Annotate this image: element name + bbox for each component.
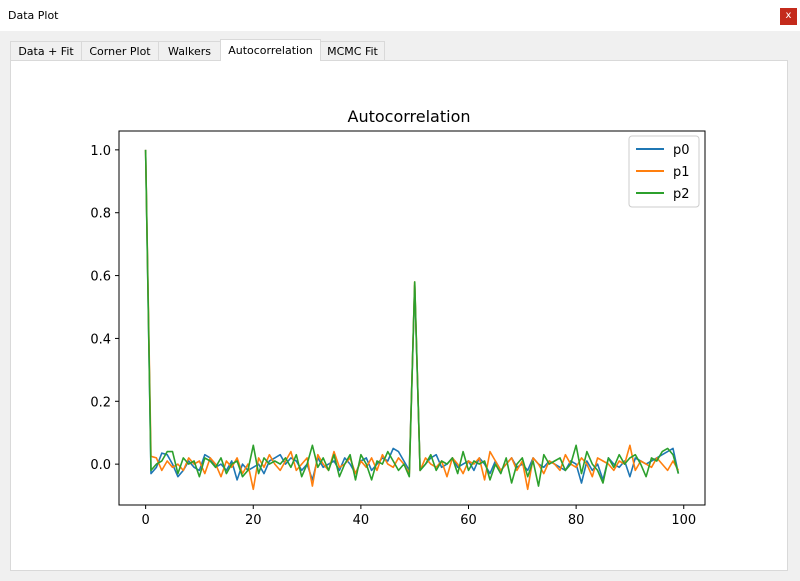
legend-label-p1: p1 — [673, 165, 690, 180]
legend-label-p0: p0 — [673, 143, 690, 158]
close-button[interactable]: x — [780, 8, 797, 25]
x-tick-label: 40 — [353, 513, 370, 528]
chart-title: Autocorrelation — [348, 107, 471, 126]
y-tick-label: 0.6 — [90, 270, 111, 285]
window-titlebar: Data Plot x — [0, 0, 800, 32]
x-axis: 0 20 40 60 80 100 — [141, 505, 696, 528]
y-tick-label: 1.0 — [90, 144, 111, 159]
legend: p0 p1 p2 — [628, 135, 700, 208]
x-tick-label: 100 — [671, 513, 696, 528]
x-tick-label: 20 — [245, 513, 262, 528]
tab-walkers[interactable]: Walkers — [158, 41, 221, 61]
series-line-p0 — [144, 149, 680, 484]
y-tick-label: 0.2 — [90, 395, 111, 410]
plot-lines — [144, 149, 680, 491]
tab-label: Autocorrelation — [228, 44, 313, 57]
plot-panel: Autocorrelation 0 20 40 60 80 100 0.0 0.2 0.4 0.… — [10, 60, 788, 571]
x-tick-label: 0 — [141, 513, 149, 528]
tab-autocorrelation[interactable]: Autocorrelation — [220, 39, 321, 61]
y-tick-label: 0.0 — [90, 458, 111, 473]
tab-label: Walkers — [168, 45, 211, 58]
tab-bar: Data + Fit Corner Plot Walkers Autocorre… — [10, 39, 385, 61]
tab-data-fit[interactable]: Data + Fit — [10, 41, 82, 61]
series-line-p1 — [144, 149, 680, 491]
tab-label: MCMC Fit — [327, 45, 378, 58]
y-tick-label: 0.4 — [90, 332, 111, 347]
tab-label: Data + Fit — [18, 45, 74, 58]
autocorrelation-chart: Autocorrelation 0 20 40 60 80 100 0.00.20.40.… — [90, 107, 706, 528]
tab-label: Corner Plot — [89, 45, 151, 58]
y-axis: 0.0 0.2 0.4 0.6 0.8 1.0 — [90, 144, 119, 473]
plot-frame — [118, 130, 706, 506]
series-line-p2 — [144, 149, 680, 487]
x-tick-label: 80 — [568, 513, 585, 528]
legend-label-p2: p2 — [673, 187, 690, 202]
y-tick-label: 0.8 — [90, 207, 111, 222]
tab-mcmc-fit[interactable]: MCMC Fit — [320, 41, 385, 61]
x-tick-label: 60 — [460, 513, 477, 528]
tab-corner-plot[interactable]: Corner Plot — [81, 41, 159, 61]
window-title: Data Plot — [8, 9, 59, 22]
